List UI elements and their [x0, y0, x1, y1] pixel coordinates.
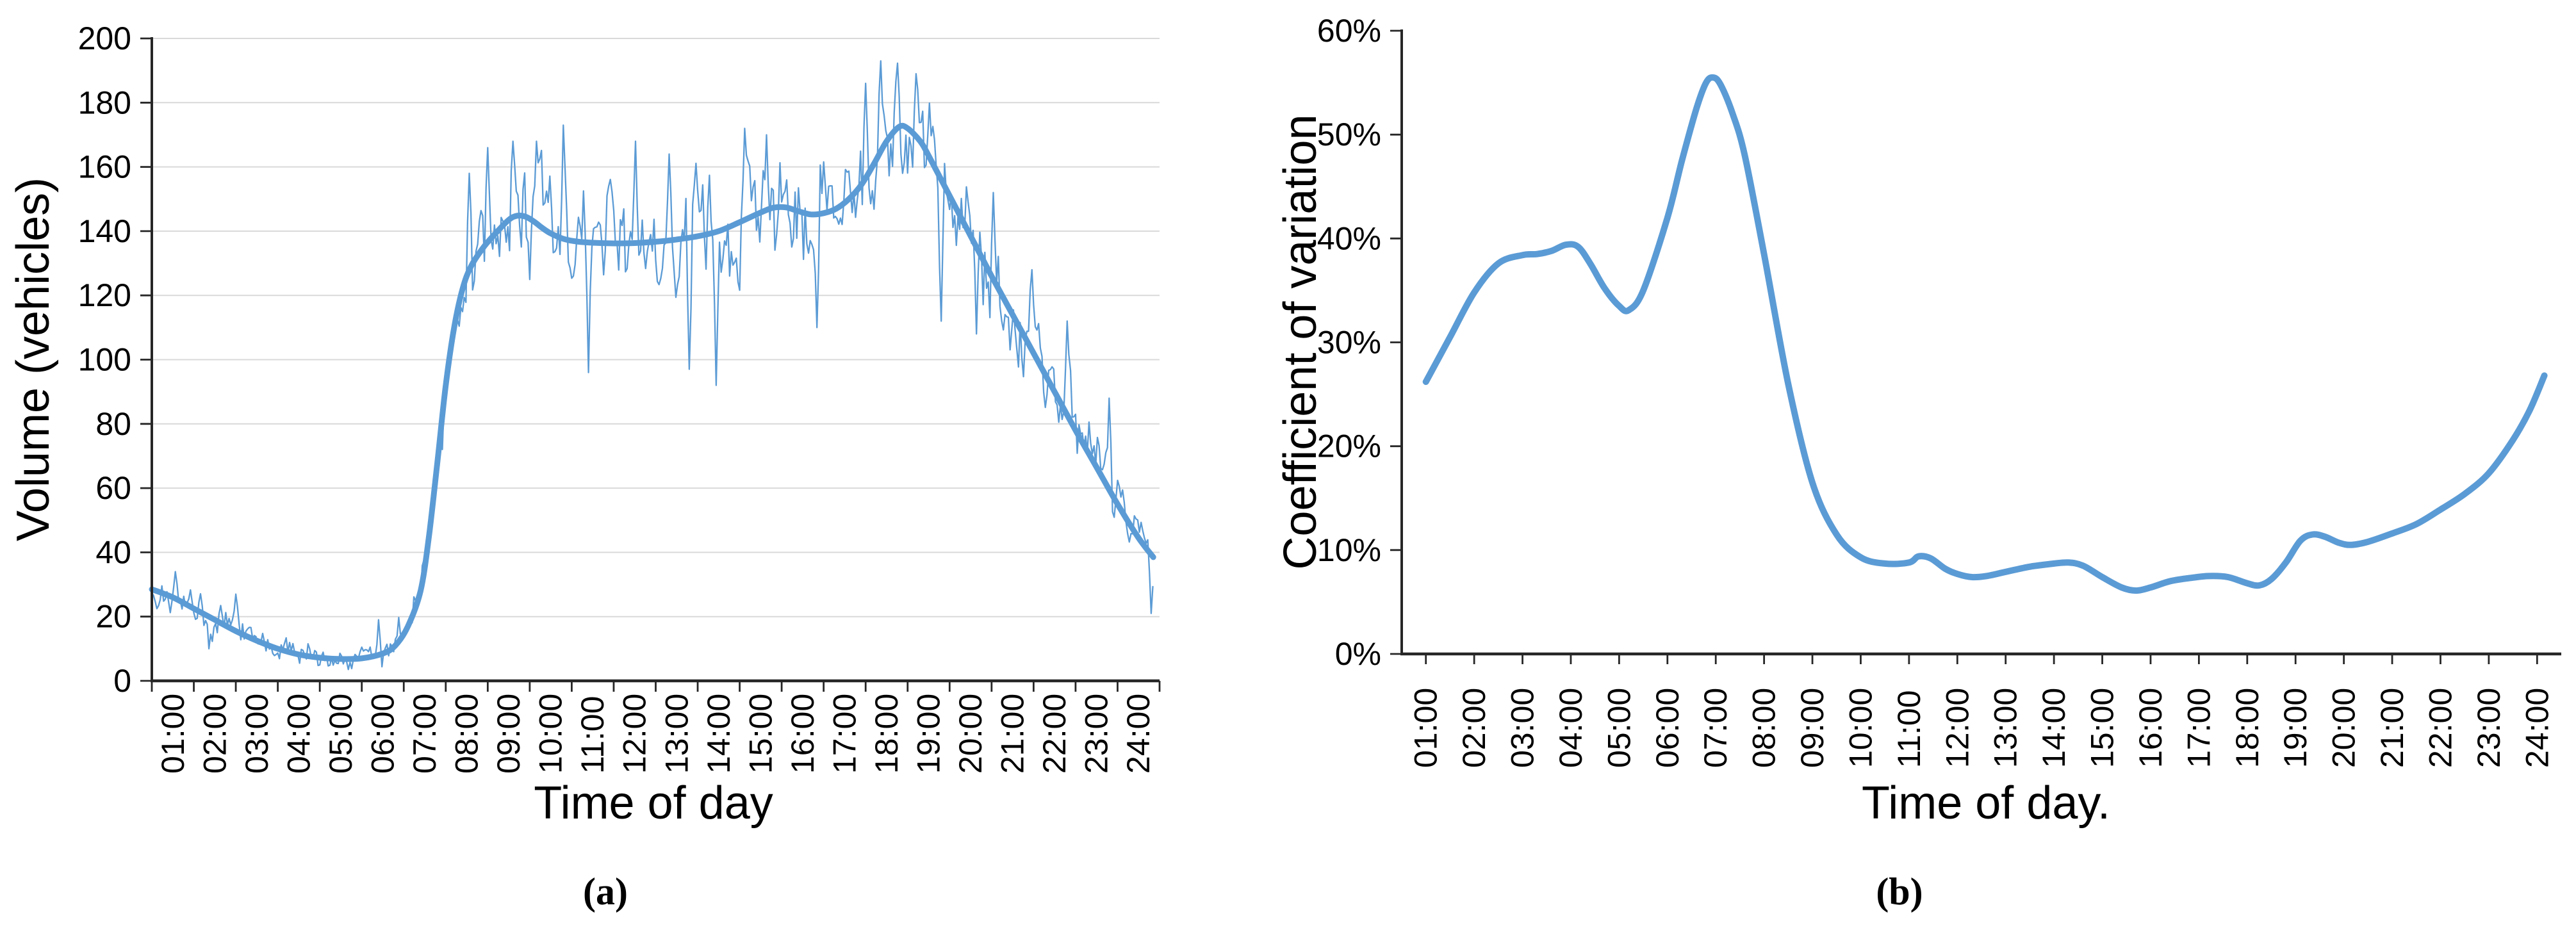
x-tick-label: 18:00	[869, 694, 905, 774]
x-tick-label: 05:00	[323, 694, 359, 774]
y-tick-label: 80	[95, 406, 131, 442]
x-tick-label: 20:00	[953, 694, 989, 774]
x-tick-label: 17:00	[2181, 688, 2217, 768]
x-tick-label: 01:00	[155, 694, 191, 774]
x-tick-label: 02:00	[1456, 688, 1492, 768]
y-tick-label: 0	[113, 663, 131, 699]
x-tick-label: 24:00	[2519, 688, 2555, 768]
x-tick-label: 21:00	[995, 694, 1031, 774]
x-tick-label: 08:00	[1746, 688, 1782, 768]
x-tick-label: 04:00	[1553, 688, 1589, 768]
x-tick-label: 04:00	[281, 694, 316, 774]
y-tick-label: 180	[78, 85, 131, 120]
y-tick-label: 50%	[1317, 117, 1381, 152]
x-tick-label: 22:00	[2422, 688, 2458, 768]
x-tick-label: 21:00	[2374, 688, 2410, 768]
y-axis-title-volume: Volume (vehicles)	[8, 177, 59, 542]
caption-panel-b: (b)	[1876, 870, 1923, 913]
x-tick-label: 23:00	[2471, 688, 2507, 768]
x-axis-title-time-of-day-b: Time of day.	[1861, 778, 2111, 829]
x-tick-label: 07:00	[1698, 688, 1734, 768]
x-tick-label: 09:00	[491, 694, 527, 774]
x-tick-label: 15:00	[742, 694, 778, 774]
y-tick-label: 100	[78, 342, 131, 378]
x-tick-label: 10:00	[533, 694, 569, 774]
x-tick-label: 13:00	[659, 694, 694, 774]
coefficient-of-variation-curve-line	[1422, 74, 2548, 594]
x-tick-label: 03:00	[1505, 688, 1541, 768]
y-tick-label: 0%	[1335, 636, 1381, 672]
x-tick-label: 09:00	[1794, 688, 1830, 768]
smoothed-volume-trend-line	[149, 122, 1156, 662]
y-tick-label: 40%	[1317, 220, 1381, 256]
x-axis-title-time-of-day-a: Time of day	[534, 778, 773, 829]
x-tick-label: 06:00	[365, 694, 400, 774]
y-tick-label: 60%	[1317, 13, 1381, 49]
x-tick-label: 20:00	[2326, 688, 2362, 768]
y-tick-label: 140	[78, 213, 131, 249]
x-tick-label: 14:00	[701, 694, 737, 774]
x-tick-label: 03:00	[239, 694, 275, 774]
x-tick-label: 11:00	[1891, 690, 1927, 768]
x-tick-label: 02:00	[197, 694, 233, 774]
x-tick-label: 23:00	[1079, 694, 1115, 774]
y-tick-label: 160	[78, 149, 131, 185]
x-tick-label: 22:00	[1037, 694, 1072, 774]
x-tick-label: 14:00	[2036, 688, 2072, 768]
y-tick-label: 200	[78, 20, 131, 56]
y-tick-label: 30%	[1317, 325, 1381, 361]
y-tick-label: 20	[95, 599, 131, 635]
x-tick-label: 01:00	[1408, 688, 1444, 768]
x-tick-label: 11:00	[575, 696, 611, 774]
y-tick-label: 60	[95, 470, 131, 506]
x-tick-label: 08:00	[449, 694, 485, 774]
x-tick-label: 19:00	[911, 694, 947, 774]
x-tick-label: 10:00	[1842, 688, 1878, 768]
x-tick-label: 07:00	[407, 694, 443, 774]
x-tick-label: 05:00	[1601, 688, 1637, 768]
x-tick-label: 06:00	[1650, 688, 1686, 768]
caption-panel-a: (a)	[583, 870, 628, 913]
x-tick-label: 16:00	[2133, 688, 2169, 768]
y-tick-label: 10%	[1317, 532, 1381, 568]
x-tick-label: 17:00	[826, 694, 862, 774]
x-tick-label: 16:00	[785, 694, 821, 774]
x-tick-label: 13:00	[1988, 688, 2024, 768]
x-tick-label: 24:00	[1120, 694, 1156, 774]
x-tick-label: 15:00	[2085, 688, 2121, 768]
observed-5min-volume-line	[151, 60, 1154, 671]
x-tick-label: 12:00	[617, 694, 653, 774]
y-tick-label: 120	[78, 277, 131, 313]
y-tick-label: 20%	[1317, 428, 1381, 464]
x-tick-label: 19:00	[2277, 688, 2313, 768]
x-tick-label: 18:00	[2229, 688, 2265, 768]
y-axis-title-cv: Coefficient of variation	[1275, 114, 1326, 570]
y-tick-label: 40	[95, 534, 131, 570]
x-tick-label: 12:00	[1939, 688, 1975, 768]
